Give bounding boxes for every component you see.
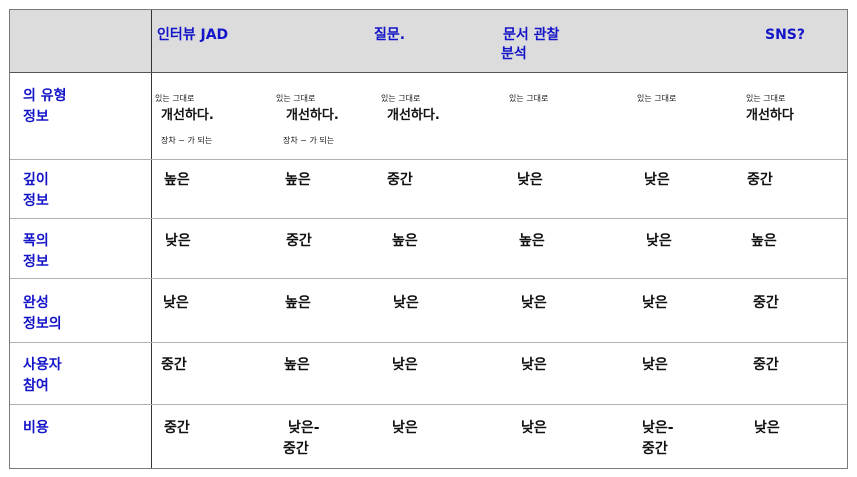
cell: 낮은 [392,420,418,436]
header-question: 질문. [374,27,406,43]
row-label-user-participation: 사용자 참여 [23,357,62,394]
cell: 낮은 [644,172,670,188]
cell: 중간 [753,357,779,373]
cell: 낮은 [165,233,191,249]
cell: 낮은 [521,420,547,436]
type-note: 장차 ~ 가 되는 [283,136,335,145]
header-interview-jad: 인터뷰 JAD [157,27,229,43]
cell: 높은 [392,233,418,249]
header-sns: SNS? [765,27,806,43]
cell: 낮은 [392,357,418,373]
row-label-info-type: 의 유형 정보 [23,88,67,125]
cell: 낮은 [521,295,547,311]
type-small: 있는 그대로 [381,94,421,103]
type-big: 개선하다. [387,108,440,123]
cell: 낮은 [642,295,668,311]
cell: 높은 [519,233,545,249]
type-big: 개선하다 [746,108,794,123]
cell: 낮은 [521,357,547,373]
cell: 낮은 [163,295,189,311]
type-small: 있는 그대로 [509,94,549,103]
cell: 중간 [161,357,187,373]
row-divider [10,218,847,219]
type-note: 장차 ~ 가 되는 [161,136,213,145]
cell: 중간 [753,295,779,311]
row-label-depth: 깊이 정보 [23,172,49,209]
row-label-breadth: 폭의 정보 [23,233,49,270]
cell: 낮은- 중간 [283,420,320,457]
cell: 낮은 [642,357,668,373]
row-label-completeness: 완성 정보의 [23,295,62,332]
row-divider [10,342,847,343]
header-analysis: 분석 [501,46,527,62]
type-big: 개선하다. [286,108,339,123]
type-big: 개선하다. [161,108,214,123]
cell: 중간 [286,233,312,249]
row-divider [10,278,847,279]
cell: 높은 [164,172,190,188]
cell: 중간 [164,420,190,436]
cell: 높은 [285,295,311,311]
cell: 낮은 [754,420,780,436]
cell: 낮은- 중간 [642,420,674,457]
cell: 높은 [284,357,310,373]
cell: 중간 [747,172,773,188]
cell: 높은 [285,172,311,188]
row-label-cost: 비용 [23,420,49,436]
row-divider [10,159,847,160]
cell: 낮은 [393,295,419,311]
header-band [10,10,847,72]
type-small: 있는 그대로 [746,94,786,103]
comparison-table: 인터뷰 JAD 질문. 문서 관찰 분석 SNS? 의 유형 정보 깊이 정보 폭의… [9,9,848,469]
label-column-divider [151,10,152,468]
cell: 낮은 [517,172,543,188]
type-small: 있는 그대로 [155,94,195,103]
row-divider [10,404,847,405]
header-divider [10,72,847,73]
cell: 낮은 [646,233,672,249]
cell: 높은 [751,233,777,249]
type-small: 있는 그대로 [276,94,316,103]
cell: 중간 [387,172,413,188]
header-document-observation: 문서 관찰 [503,27,560,43]
type-small: 있는 그대로 [637,94,677,103]
